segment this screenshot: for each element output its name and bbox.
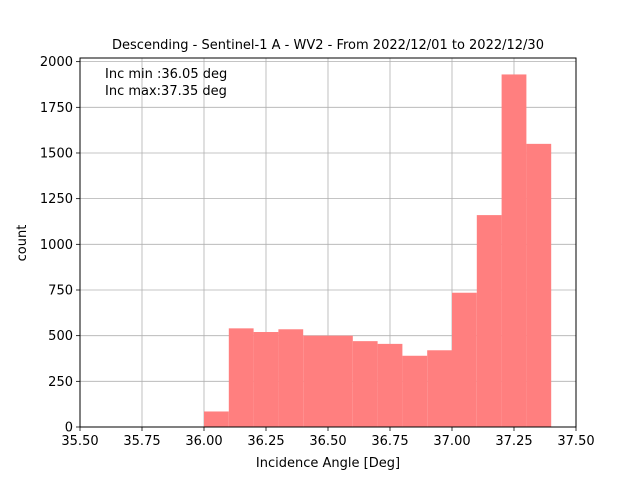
y-tick-label: 250	[48, 375, 73, 390]
histogram-bar	[402, 355, 428, 427]
y-tick-label: 1500	[40, 146, 73, 161]
x-axis-label: Incidence Angle [Deg]	[256, 456, 400, 471]
annotation-inc-min: Inc min :36.05 deg	[105, 67, 227, 82]
histogram-bar	[501, 74, 527, 427]
histogram-bar	[476, 215, 502, 427]
chart-title: Descending - Sentinel-1 A - WV2 - From 2…	[112, 38, 544, 53]
annotation-inc-max: Inc max:37.35 deg	[105, 84, 227, 99]
y-tick-label: 0	[65, 421, 73, 436]
histogram-bar	[526, 143, 552, 427]
histogram-bar	[352, 341, 378, 427]
y-tick-label: 2000	[40, 55, 73, 70]
y-tick-label: 1750	[40, 101, 73, 116]
y-tick-label: 750	[48, 283, 73, 298]
x-axis-ticks: 35.50 35.75 36.00 36.25 36.50 36.75 37.00 37.25…	[61, 427, 595, 449]
x-tick-label: 36.00	[185, 434, 222, 449]
histogram-bar	[253, 332, 279, 427]
histogram-bar	[328, 335, 353, 427]
histogram-bar	[427, 350, 452, 427]
histogram-bar	[303, 335, 328, 427]
histogram-bar	[228, 328, 254, 427]
y-axis-ticks: 0 250 500 750 1000 1250 1500 1750 2000	[40, 55, 80, 436]
x-tick-label: 36.50	[309, 434, 346, 449]
x-tick-label: 37.00	[433, 434, 470, 449]
histogram-bar	[278, 329, 304, 427]
histogram-bar	[452, 292, 477, 427]
histogram-bar	[377, 343, 403, 427]
y-tick-label: 500	[48, 329, 73, 344]
x-tick-label: 36.75	[371, 434, 408, 449]
x-tick-label: 37.25	[495, 434, 532, 449]
y-tick-label: 1250	[40, 192, 73, 207]
histogram-bar	[204, 411, 229, 427]
y-tick-label: 1000	[40, 238, 73, 253]
x-tick-label: 35.50	[61, 434, 98, 449]
x-tick-label: 35.75	[123, 434, 160, 449]
x-tick-label: 37.50	[557, 434, 594, 449]
x-tick-label: 36.25	[247, 434, 284, 449]
y-axis-label: count	[15, 225, 30, 262]
histogram-bars	[204, 74, 552, 427]
